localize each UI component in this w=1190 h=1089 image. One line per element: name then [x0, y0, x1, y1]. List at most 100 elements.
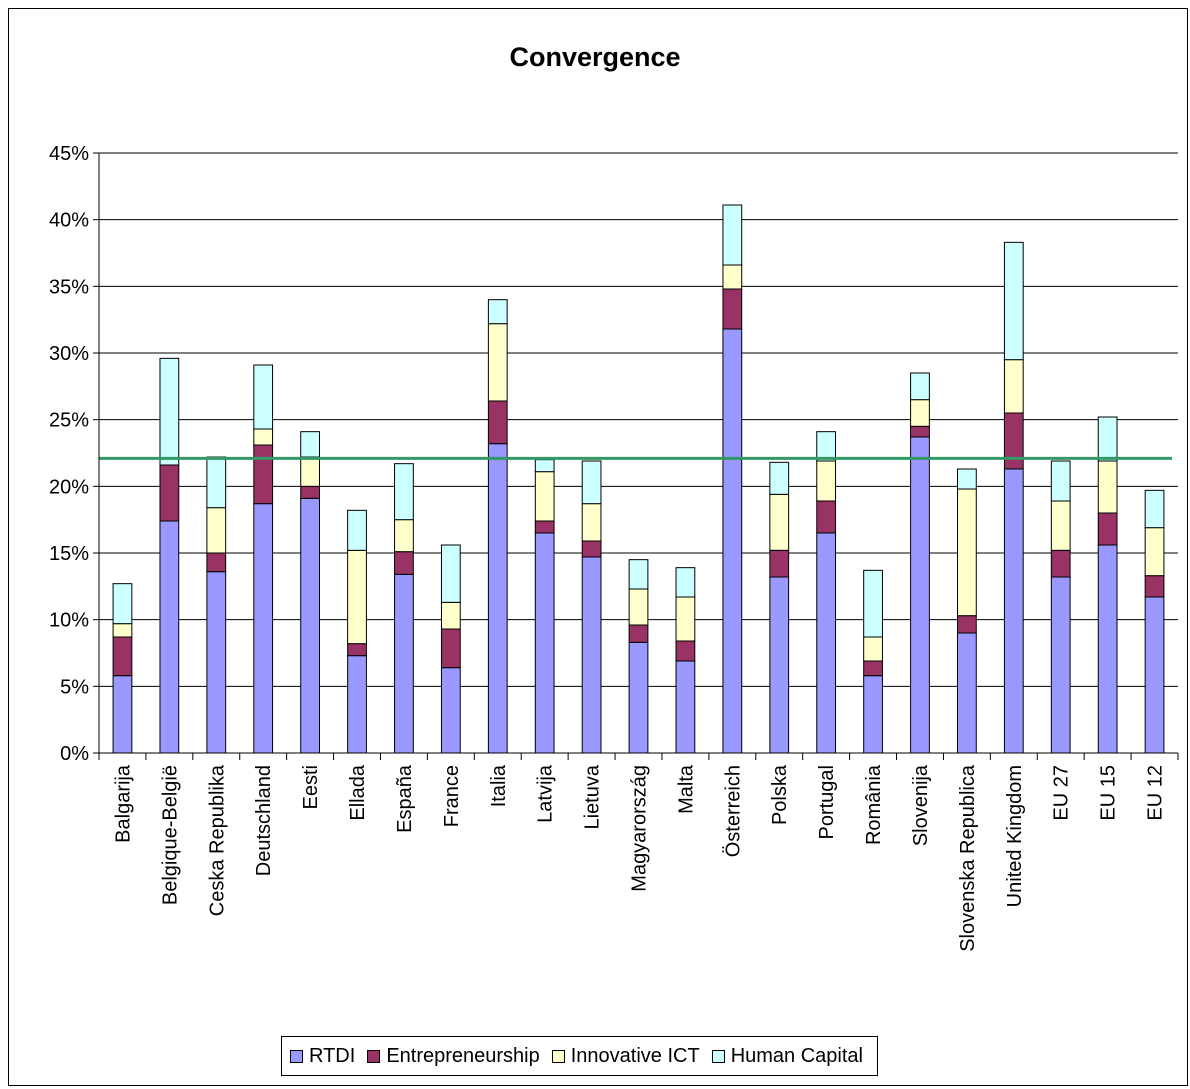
bar-segment: [1097, 416, 1118, 462]
y-tick-label: 40%: [49, 210, 89, 232]
bar-segment: [581, 460, 602, 505]
bar-segment: [253, 444, 274, 505]
bar-segment: [347, 509, 367, 551]
bar-segment: [1144, 489, 1165, 529]
bar-segment: [675, 596, 696, 642]
x-category-label: España: [394, 764, 416, 833]
x-category-label: Belgique-België: [159, 765, 181, 905]
bar-segment: [534, 520, 555, 534]
bar-segment: [769, 493, 790, 551]
bar-segment: [159, 464, 180, 522]
x-category-label: France: [441, 765, 463, 827]
bar-segment: [816, 431, 837, 462]
bar-segment: [863, 636, 883, 662]
bar-segment: [159, 357, 180, 466]
x-category-label: Lietuva: [582, 764, 604, 829]
bar-segment: [253, 503, 274, 754]
bar-segment: [394, 551, 414, 575]
bar-segment: [675, 567, 696, 598]
x-category-label: Ceska Republika: [206, 764, 228, 916]
bar-segment: [910, 425, 930, 438]
labels: 0% 5% 10% 15% 20% 25% 30% 35% 40% 45% Balgarija Bel…: [49, 143, 1167, 952]
x-category-label: Magyarország: [629, 765, 651, 892]
bar-segment: [206, 456, 227, 509]
legend-label: Innovative ICT: [570, 1044, 700, 1067]
legend-label: RTDI: [309, 1044, 356, 1067]
legend-swatch: [367, 1049, 381, 1063]
x-category-label: Eesti: [300, 765, 322, 809]
bar-segment: [957, 615, 977, 634]
x-category-label: Malta: [675, 764, 697, 814]
bar-segment: [440, 601, 461, 630]
bar-segment: [1003, 241, 1024, 361]
bar-segment: [487, 323, 508, 402]
bar-segment: [910, 372, 930, 401]
x-category-label: Ellada: [347, 764, 369, 820]
bar-segment: [1003, 359, 1024, 414]
y-tick-label: 35%: [49, 276, 89, 298]
x-category-label: Slovenija: [910, 764, 932, 846]
chart-title: Convergence: [509, 42, 681, 72]
bar-segment: [253, 364, 274, 430]
bar-segment: [1097, 512, 1118, 546]
x-category-label: Portugal: [816, 765, 838, 840]
bar-segment: [816, 500, 837, 534]
bar-segment: [769, 461, 790, 495]
bar-segment: [722, 288, 743, 330]
legend-label: Human Capital: [730, 1044, 863, 1067]
gridlines: [99, 152, 1178, 687]
x-category-label: Österreich: [722, 765, 744, 857]
bar-segment: [300, 497, 320, 754]
y-tick-label: 15%: [49, 543, 89, 565]
bar-segment: [347, 549, 367, 645]
bar-segment: [816, 460, 837, 502]
bar-segment: [347, 655, 367, 754]
bar-segment: [628, 588, 649, 626]
bar-segment: [534, 471, 555, 522]
bar-segment: [253, 428, 274, 446]
bar-segment: [1050, 576, 1071, 754]
bar-segment: [1050, 549, 1071, 578]
legend-swatch: [711, 1049, 725, 1063]
bar-segment: [1097, 544, 1118, 754]
bar-segment: [722, 204, 743, 266]
bar-segment: [581, 556, 602, 754]
bar-segment: [394, 463, 414, 521]
bar-segment: [440, 667, 461, 754]
bar-segment: [816, 532, 837, 754]
bar-segment: [769, 576, 790, 754]
bar-segment: [487, 400, 508, 445]
bar-segment: [910, 399, 930, 427]
y-tick-label: 25%: [49, 410, 89, 432]
bar-segment: [628, 641, 649, 754]
x-category-label: Italia: [488, 764, 510, 807]
bar-segment: [347, 643, 367, 657]
bar-segment: [769, 549, 790, 578]
legend-label: Entrepreneurship: [386, 1044, 540, 1067]
bar-segment: [440, 628, 461, 669]
bar-segment: [206, 552, 227, 573]
x-category-label: România: [863, 764, 885, 845]
bar-segment: [394, 573, 414, 754]
bar-segment: [300, 431, 320, 458]
x-category-label: Latvija: [535, 764, 557, 823]
x-category-label: EU 27: [1051, 765, 1073, 821]
bar-segment: [628, 559, 649, 590]
bar-segment: [1144, 596, 1165, 754]
bar-segment: [722, 264, 743, 290]
y-tick-label: 20%: [49, 476, 89, 498]
legend-item: Human Capital: [711, 1044, 863, 1068]
y-tick-label: 10%: [49, 610, 89, 632]
legend: RTDI Entrepreneurship Innovative ICT Human …: [281, 1036, 878, 1076]
bar-segment: [1144, 575, 1165, 598]
bar-segment: [206, 507, 227, 554]
x-category-label: Deutschland: [253, 765, 275, 876]
bar-segment: [957, 488, 977, 617]
bar-segment: [1050, 460, 1071, 502]
bar-segment: [112, 636, 133, 677]
bar-segment: [206, 571, 227, 754]
bar-segment: [112, 623, 133, 638]
bars: [112, 204, 1165, 754]
x-category-label: Balgarija: [112, 764, 134, 843]
